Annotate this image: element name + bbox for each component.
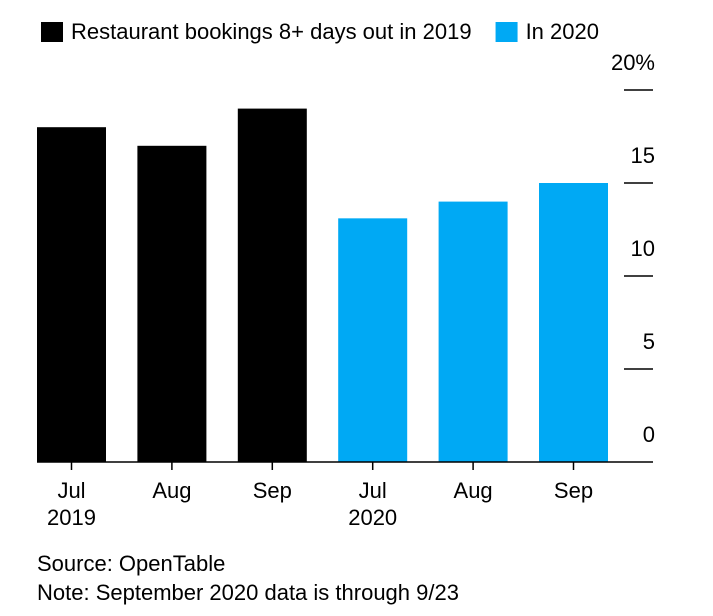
y-tick-label: 15 — [631, 143, 655, 168]
y-tick-label: 10 — [631, 236, 655, 261]
legend-label: In 2020 — [526, 19, 599, 44]
x-tick-label: Sep — [554, 478, 593, 503]
x-tick-label: Sep — [253, 478, 292, 503]
bar — [37, 127, 106, 462]
legend-swatch — [41, 22, 63, 42]
x-tick-label: 2020 — [348, 505, 397, 530]
y-tick-label: 0 — [643, 422, 655, 447]
source: Source: OpenTable — [37, 551, 225, 576]
note: Note: September 2020 data is through 9/2… — [37, 580, 459, 605]
bar — [539, 183, 608, 462]
bar — [338, 218, 408, 462]
x-tick-label: Jul — [57, 478, 85, 503]
legend-swatch — [495, 22, 518, 42]
y-tick-label: 5 — [643, 329, 655, 354]
bar — [137, 145, 207, 463]
x-tick-label: Jul — [359, 478, 387, 503]
legend-label: Restaurant bookings 8+ days out in 2019 — [71, 19, 472, 44]
x-tick-label: Aug — [454, 478, 493, 503]
bar — [237, 108, 307, 462]
x-tick-label: 2019 — [47, 505, 96, 530]
bar — [438, 201, 508, 462]
y-tick-label: 20% — [611, 50, 655, 75]
x-tick-label: Aug — [152, 478, 191, 503]
